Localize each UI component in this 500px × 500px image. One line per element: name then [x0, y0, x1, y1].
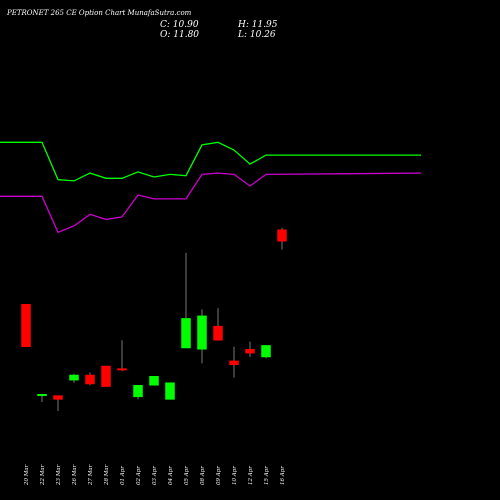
candle-body	[37, 394, 47, 397]
candle-body	[21, 304, 31, 347]
candle-body	[117, 368, 127, 371]
candle-body	[133, 385, 143, 398]
x-tick-label: 08 Apr	[200, 466, 206, 485]
chart-title: PETRONET 265 CE Option Chart MunafaSutra…	[7, 9, 192, 17]
x-tick-label: 10 Apr	[232, 466, 238, 485]
candle-body	[101, 365, 111, 387]
x-tick-label: 05 Apr	[184, 466, 190, 485]
x-tick-label: 26 Mar	[72, 464, 78, 486]
x-tick-label: 09 Apr	[216, 466, 222, 485]
x-tick-label: 02 Apr	[136, 466, 142, 485]
x-tick-label: 16 Apr	[280, 466, 286, 485]
high-value: H: 11.95	[238, 20, 278, 30]
open-value: O: 11.80	[160, 30, 200, 40]
candle-body	[69, 374, 79, 381]
candle-body	[149, 376, 159, 386]
x-tick-label: 20 Mar	[24, 464, 30, 486]
close-value: C: 10.90	[160, 20, 199, 30]
x-tick-label: 27 Mar	[88, 464, 94, 486]
candle-body	[197, 315, 207, 350]
candle-body	[261, 345, 271, 358]
lower-band-line	[0, 172, 422, 234]
candle-body	[229, 360, 239, 365]
candle-body	[245, 349, 255, 354]
candle-body	[277, 229, 287, 242]
x-tick-label: 04 Apr	[168, 466, 174, 485]
x-tick-label: 03 Apr	[152, 466, 158, 485]
x-tick-label: 22 Mar	[40, 464, 46, 486]
x-tick-label: 28 Mar	[104, 464, 110, 486]
candle-body	[213, 325, 223, 341]
candle-body	[53, 395, 63, 400]
candle-body	[181, 318, 191, 349]
x-tick-label: 01 Apr	[120, 466, 126, 485]
candle-body	[165, 382, 175, 400]
x-tick-label: 15 Apr	[264, 466, 270, 485]
candle-body	[85, 374, 95, 385]
x-tick-label: 12 Apr	[248, 466, 254, 485]
upper-band-line	[0, 141, 421, 182]
low-value: L: 10.26	[238, 30, 276, 40]
x-tick-label: 23 Mar	[56, 464, 62, 486]
